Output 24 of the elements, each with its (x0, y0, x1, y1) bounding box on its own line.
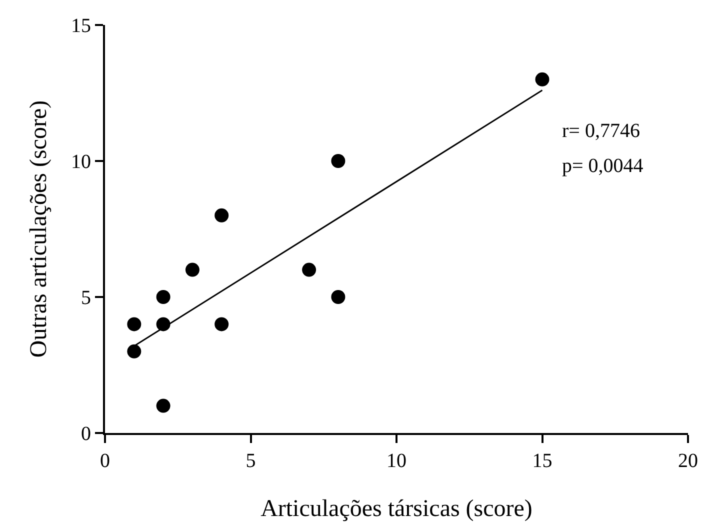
x-tick-label: 15 (532, 450, 552, 472)
y-tick-label: 10 (71, 151, 91, 173)
annotation: r= 0,7746 (562, 120, 640, 142)
point (156, 398, 170, 413)
y-axis-title: Outras articulações (score) (26, 100, 52, 358)
x-tick-label: 10 (386, 450, 406, 472)
point (127, 317, 142, 332)
point (302, 262, 316, 277)
point (535, 72, 550, 86)
point (214, 317, 229, 332)
x-tick-label: 5 (246, 450, 256, 472)
point (214, 208, 229, 222)
point (331, 290, 346, 304)
y-tick-label: 15 (71, 15, 91, 37)
x-axis-title: Articulações társicas (score) (260, 496, 532, 522)
y-tick-label: 0 (81, 423, 91, 445)
annotation: p= 0,0044 (562, 155, 644, 177)
point (331, 154, 346, 168)
x-tick-label: 20 (678, 450, 698, 472)
y-tick-label: 5 (81, 287, 91, 309)
point (185, 262, 200, 277)
point (156, 290, 170, 304)
x-tick-label: 0 (100, 450, 110, 472)
point (127, 344, 142, 358)
